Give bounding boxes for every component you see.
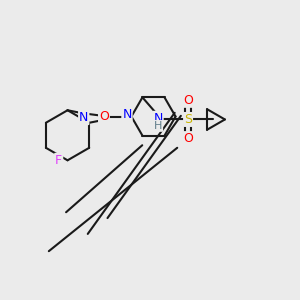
Text: N: N: [122, 108, 132, 121]
Text: O: O: [183, 94, 193, 107]
Text: O: O: [99, 110, 109, 123]
Text: O: O: [183, 132, 193, 145]
Text: F: F: [55, 154, 62, 167]
Text: N: N: [79, 111, 88, 124]
Text: N: N: [153, 112, 163, 125]
Text: S: S: [184, 113, 192, 126]
Text: H: H: [154, 121, 162, 131]
